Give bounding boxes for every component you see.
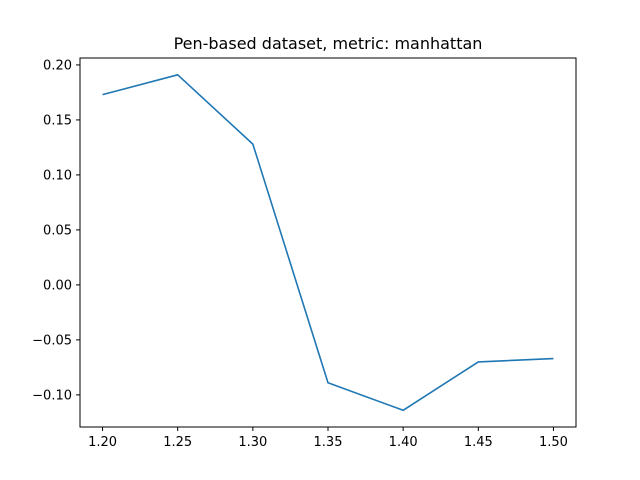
y-tick-label: 0.05 xyxy=(43,223,72,238)
x-tick-label: 1.35 xyxy=(314,435,343,450)
y-tick-label: 0.20 xyxy=(43,58,72,73)
series-layer xyxy=(102,74,554,412)
chart-title: Pen-based dataset, metric: manhattan xyxy=(174,34,483,53)
y-tick-label: −0.10 xyxy=(32,388,72,403)
y-tick-label: 0.00 xyxy=(43,278,72,293)
x-axis: 1.20 1.25 1.30 1.35 1.40 1.45 1.50 xyxy=(88,427,568,450)
x-tick-label: 1.50 xyxy=(539,435,568,450)
plot-area-frame xyxy=(79,57,577,428)
x-tick-label: 1.40 xyxy=(389,435,418,450)
x-tick-label: 1.25 xyxy=(163,435,192,450)
x-tick-label: 1.20 xyxy=(88,435,117,450)
y-tick-label: 0.10 xyxy=(43,168,72,183)
y-tick-label: 0.15 xyxy=(43,113,72,128)
y-axis: 0.20 0.15 0.10 0.05 0.00 −0.05 −0.10 xyxy=(32,58,80,403)
y-tick-label: −0.05 xyxy=(32,333,72,348)
series-line xyxy=(102,74,554,412)
x-tick-label: 1.45 xyxy=(464,435,493,450)
x-tick-label: 1.30 xyxy=(238,435,267,450)
